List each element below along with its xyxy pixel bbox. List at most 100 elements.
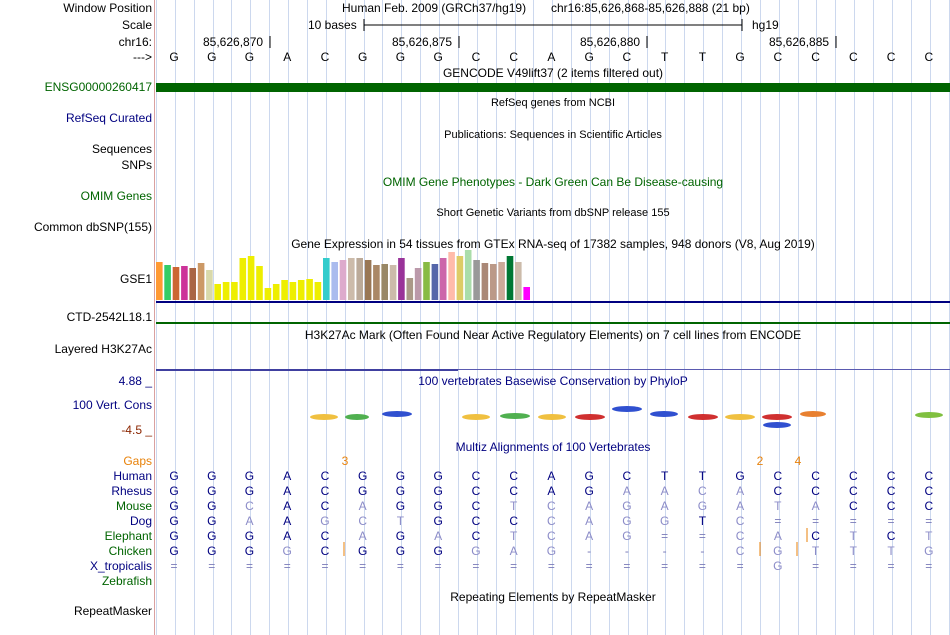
alignment-base: A	[283, 484, 292, 498]
gencode-gene-bar[interactable]	[156, 83, 950, 92]
gtex-tissue-bar[interactable]	[181, 266, 188, 300]
gtex-tissue-bar[interactable]	[490, 264, 497, 300]
reference-base: T	[698, 50, 707, 64]
gtex-tissue-bar[interactable]	[414, 268, 422, 300]
reference-base: C	[924, 50, 934, 64]
phylop-conservation-logo[interactable]	[0, 395, 950, 435]
gtex-tissue-bar[interactable]	[214, 284, 221, 300]
gap-count[interactable]: 4	[794, 454, 802, 468]
gtex-tissue-bar[interactable]	[431, 264, 439, 300]
conservation-glyph	[650, 411, 678, 417]
species-label[interactable]: Dog	[129, 514, 152, 528]
label-gse1[interactable]: GSE1	[119, 272, 152, 286]
alignment-base: A	[773, 529, 782, 543]
label-strand[interactable]: --->	[133, 50, 152, 64]
reference-base: C	[622, 50, 632, 64]
gtex-tissue-bar[interactable]	[523, 287, 530, 300]
gtex-tissue-bar[interactable]	[323, 258, 330, 300]
alignment-base: -	[662, 544, 667, 558]
gtex-tissue-bar[interactable]	[247, 256, 255, 300]
gtex-tissue-bar[interactable]	[373, 265, 380, 300]
species-label[interactable]: Rhesus	[111, 484, 152, 498]
conservation-glyph	[462, 414, 490, 420]
gtex-tissue-bar[interactable]	[256, 266, 263, 300]
gtex-tissue-bar[interactable]	[272, 284, 280, 300]
gtex-tissue-bar[interactable]	[231, 282, 238, 300]
alignment-base: C	[698, 484, 707, 498]
gtex-tissue-bar[interactable]	[314, 282, 322, 300]
alignment-base: A	[547, 469, 556, 483]
gtex-tissue-bar[interactable]	[239, 258, 247, 300]
alignment-base: =	[925, 514, 933, 528]
gtex-tissue-bar[interactable]	[439, 258, 447, 300]
gtex-tissue-bar[interactable]	[331, 262, 338, 300]
gtex-tissue-bar[interactable]	[364, 260, 372, 300]
species-label[interactable]: Chicken	[108, 544, 152, 558]
label-common-dbsnp[interactable]: Common dbSNP(155)	[33, 220, 152, 234]
gtex-tissue-bar[interactable]	[222, 282, 230, 300]
alignment-base: =	[774, 514, 782, 528]
gtex-tissue-bar[interactable]	[448, 252, 455, 300]
gtex-tissue-bar[interactable]	[281, 280, 288, 300]
gtex-tissue-bar[interactable]	[389, 265, 397, 300]
label-ctd[interactable]: CTD-2542L18.1	[66, 310, 152, 324]
label-sequences[interactable]: Sequences	[91, 142, 152, 156]
gtex-tissue-bar[interactable]	[197, 263, 205, 300]
h3k27ac-signal-line[interactable]	[156, 369, 950, 370]
gtex-tissue-bar[interactable]	[172, 267, 180, 300]
alignment-base: T	[849, 544, 857, 558]
species-label[interactable]: Zebrafish	[101, 574, 152, 588]
gtex-tissue-bar[interactable]	[473, 260, 480, 300]
gtex-tissue-bar[interactable]	[348, 258, 355, 300]
gtex-tissue-bar[interactable]	[289, 282, 297, 300]
alignment-base: G	[169, 484, 179, 498]
label-chrom[interactable]: chr16:	[118, 35, 152, 49]
gtex-tissue-bar[interactable]	[498, 262, 505, 300]
alignment-base: =	[849, 514, 857, 528]
species-label[interactable]: X_tropicalis	[89, 559, 152, 573]
label-repeatmasker[interactable]: RepeatMasker	[73, 604, 152, 618]
species-label[interactable]: Elephant	[104, 529, 152, 543]
label-100-vert-cons[interactable]: 100 Vert. Cons	[72, 398, 152, 412]
label-refseq-curated[interactable]: RefSeq Curated	[65, 111, 152, 125]
species-label[interactable]: Mouse	[115, 499, 152, 513]
alignment-base: G	[207, 484, 217, 498]
gtex-tissue-bar[interactable]	[515, 262, 522, 300]
gtex-tissue-bar[interactable]	[381, 264, 388, 300]
gtex-tissue-bar[interactable]	[264, 288, 272, 300]
h3k27ac-signal-bar[interactable]	[156, 369, 458, 371]
label-omim-genes[interactable]: OMIM Genes	[80, 189, 152, 203]
gtex-expression-bars[interactable]	[0, 250, 950, 308]
species-label[interactable]: Human	[113, 469, 152, 483]
gap-count[interactable]: 3	[341, 454, 349, 468]
gtex-tissue-bar[interactable]	[164, 265, 171, 300]
gtex-tissue-bar[interactable]	[406, 278, 414, 300]
label-ensg[interactable]: ENSG00000260417	[44, 80, 152, 94]
gtex-tissue-bar[interactable]	[297, 280, 305, 300]
gtex-tissue-bar[interactable]	[189, 268, 196, 300]
alignment-base: =	[396, 559, 404, 573]
gtex-tissue-bar[interactable]	[156, 262, 163, 300]
label-gaps[interactable]: Gaps	[123, 454, 152, 468]
ctd-gene-line[interactable]	[156, 322, 950, 324]
gtex-tissue-bar[interactable]	[339, 260, 347, 300]
gtex-tissue-bar[interactable]	[356, 258, 363, 300]
gtex-tissue-bar[interactable]	[206, 270, 213, 300]
gtex-tissue-bar[interactable]	[456, 256, 464, 300]
label-snps[interactable]: SNPs	[121, 158, 152, 172]
alignment-base: A	[283, 529, 292, 543]
label-window-position[interactable]: Window Position	[63, 1, 152, 15]
gtex-tissue-bar[interactable]	[398, 258, 405, 300]
gtex-tissue-bar[interactable]	[423, 262, 430, 300]
label-scale[interactable]: Scale	[121, 18, 152, 32]
gap-count[interactable]: 2	[756, 454, 764, 468]
alignment-base: T	[698, 469, 707, 483]
gtex-tissue-bar[interactable]	[306, 279, 313, 300]
gtex-tissue-bar[interactable]	[464, 250, 472, 300]
label-layered-h3k27ac[interactable]: Layered H3K27Ac	[54, 342, 152, 356]
reference-base: G	[735, 50, 745, 64]
alignment-base: C	[509, 514, 518, 528]
alignment-base: C	[811, 484, 820, 498]
gtex-tissue-bar[interactable]	[481, 263, 489, 300]
gtex-tissue-bar[interactable]	[506, 256, 514, 300]
